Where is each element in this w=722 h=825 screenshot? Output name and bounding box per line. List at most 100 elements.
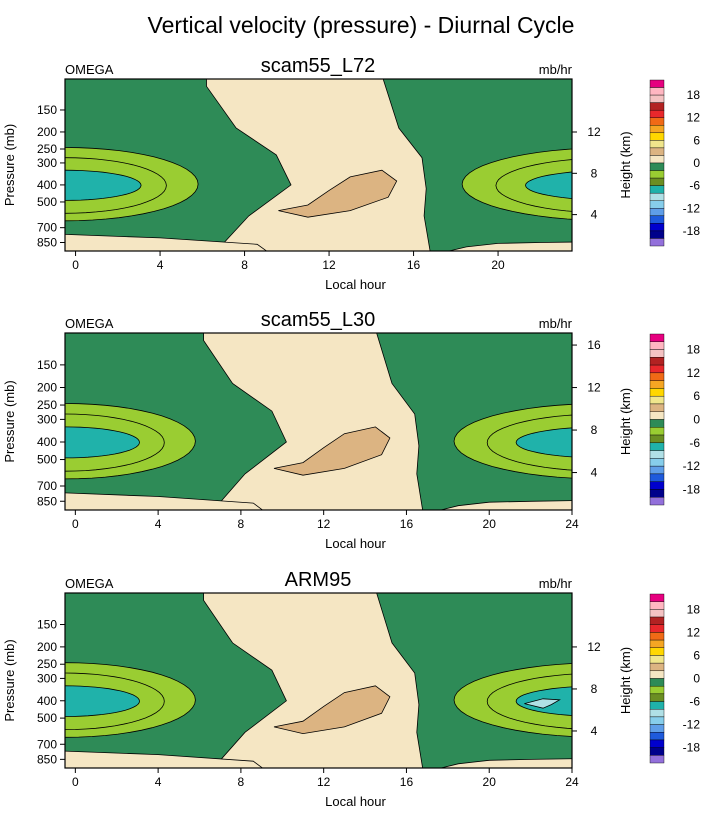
colorbar-swatch	[649, 685, 665, 695]
colorbar-swatch	[649, 87, 665, 96]
colorbar-swatch	[649, 489, 665, 498]
left-label: OMEGA	[65, 576, 114, 591]
colorbar-swatch	[649, 162, 665, 171]
x-tick-label: 16	[407, 258, 421, 272]
colorbar-swatch	[649, 94, 665, 103]
y2-tick-label: 4	[591, 208, 598, 222]
colorbar-swatch	[649, 465, 665, 475]
y2-tick-label: 12	[587, 640, 601, 654]
colorbar-swatch	[649, 427, 665, 436]
colorbar-swatch	[649, 238, 665, 247]
colorbar-swatch	[649, 177, 665, 186]
colorbar-swatch	[649, 230, 665, 239]
x-axis-label: Local hour	[325, 794, 386, 809]
x-axis-label: Local hour	[325, 277, 386, 292]
colorbar-swatch	[649, 739, 665, 748]
colorbar-swatch	[649, 155, 665, 164]
x-tick-label: 8	[241, 258, 248, 272]
y-tick-label: 700	[37, 737, 57, 751]
y2-axis-label: Height (km)	[618, 131, 633, 198]
colorbar-swatch	[649, 662, 665, 672]
units-label: mb/hr	[539, 62, 573, 77]
y-axis-label: Pressure (mb)	[2, 639, 17, 721]
contour-region-min	[524, 698, 561, 709]
colorbar-swatch	[649, 473, 665, 482]
colorbar-swatch	[649, 109, 665, 118]
colorbar-swatch	[649, 147, 665, 156]
contour-region-surface-right	[447, 241, 572, 251]
contour-region-max	[273, 685, 391, 735]
colorbar: 18 12 6 0 -6 -12 -18	[649, 79, 700, 247]
y-tick-label: 150	[37, 103, 57, 117]
y2-axis-label: Height (km)	[618, 388, 633, 455]
colorbar-swatch	[649, 125, 665, 134]
colorbar-swatch	[649, 678, 665, 687]
colorbar-swatch	[649, 333, 665, 342]
y-axis-label: Pressure (mb)	[2, 380, 17, 462]
colorbar-swatch	[649, 481, 665, 490]
colorbar-label: 18	[687, 602, 701, 616]
colorbar-swatch	[649, 497, 665, 506]
colorbar-swatch	[649, 639, 665, 648]
y-tick-label: 400	[37, 435, 57, 449]
contour-region-max	[273, 426, 391, 476]
colorbar-swatch	[649, 450, 665, 459]
colorbar-swatch	[649, 647, 665, 656]
colorbar-swatch	[649, 372, 665, 381]
colorbar-swatch	[649, 192, 665, 201]
left-label: OMEGA	[65, 62, 114, 77]
x-tick-label: 8	[238, 517, 245, 531]
y-tick-label: 150	[37, 618, 57, 632]
colorbar-swatch	[649, 349, 665, 358]
y-axis-label: Pressure (mb)	[2, 124, 17, 206]
y-tick-label: 700	[37, 479, 57, 493]
x-tick-label: 0	[72, 517, 79, 531]
y2-tick-label: 8	[591, 423, 598, 437]
y-tick-label: 850	[37, 236, 57, 250]
colorbar: 18 12 6 0 -6 -12 -18	[649, 333, 700, 506]
y-tick-label: 850	[37, 752, 57, 766]
colorbar-swatch	[649, 140, 665, 149]
y-tick-label: 200	[37, 125, 57, 139]
colorbar-label: 0	[693, 413, 700, 427]
colorbar-swatch	[649, 208, 665, 217]
colorbar-swatch	[649, 185, 665, 194]
colorbar-label: 0	[693, 156, 700, 170]
colorbar-swatch	[649, 442, 665, 451]
colorbar-swatch	[649, 223, 665, 232]
x-tick-label: 16	[400, 775, 414, 789]
y2-tick-label: 4	[591, 724, 598, 738]
x-tick-label: 8	[238, 775, 245, 789]
colorbar-swatch	[649, 79, 665, 88]
units-label: mb/hr	[539, 576, 573, 591]
y-tick-label: 850	[37, 494, 57, 508]
x-tick-label: 12	[322, 258, 336, 272]
colorbar-label: -6	[689, 436, 700, 450]
plot-frame	[64, 78, 573, 252]
y-tick-label: 300	[37, 156, 57, 170]
colorbar-swatch	[649, 747, 665, 756]
colorbar-label: 6	[693, 389, 700, 403]
colorbar-swatch	[649, 716, 665, 725]
colorbar-swatch	[649, 724, 665, 733]
colorbar-swatch	[649, 616, 665, 625]
colorbar-swatch	[649, 388, 665, 397]
plot-frame	[64, 592, 573, 769]
contour-field	[65, 333, 572, 510]
contour-field	[65, 593, 572, 768]
colorbar-swatch	[649, 609, 665, 618]
x-tick-label: 4	[157, 258, 164, 272]
contour-region-positive	[203, 593, 424, 768]
colorbar-swatch	[649, 341, 665, 350]
panel-title: ARM95	[285, 569, 352, 591]
x-tick-label: 20	[483, 775, 497, 789]
colorbar-swatch	[649, 624, 665, 633]
y-tick-label: 250	[37, 657, 57, 671]
colorbar-swatch	[649, 411, 665, 420]
contour-ring-right-core	[525, 171, 572, 199]
y-tick-label: 250	[37, 398, 57, 412]
colorbar-swatch	[649, 670, 665, 679]
x-axis-label: Local hour	[325, 536, 386, 551]
